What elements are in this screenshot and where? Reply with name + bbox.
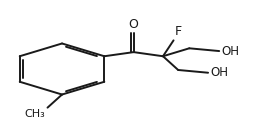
Text: F: F bbox=[175, 25, 182, 38]
Text: CH₃: CH₃ bbox=[24, 109, 45, 119]
Text: OH: OH bbox=[210, 66, 228, 79]
Text: OH: OH bbox=[221, 45, 239, 58]
Text: O: O bbox=[129, 18, 139, 31]
